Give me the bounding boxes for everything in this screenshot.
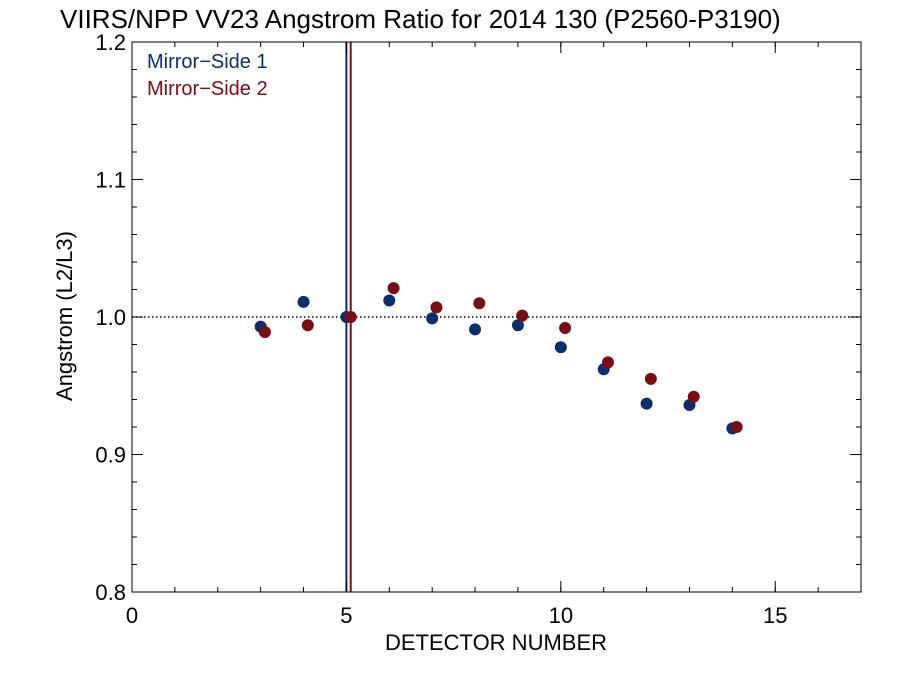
legend: Mirror−Side 1 Mirror−Side 2: [147, 51, 268, 100]
mirror-side-2-point: [430, 301, 443, 314]
y-tick-label: 0.8: [95, 580, 126, 605]
x-axis-label: DETECTOR NUMBER: [385, 630, 607, 655]
x-tick-label: 5: [340, 603, 352, 628]
mirror-side-1-point: [383, 294, 396, 307]
mirror-side-1-point: [469, 323, 482, 336]
mirror-side-2-point: [730, 421, 743, 433]
mirror-side-1-point: [297, 295, 310, 308]
mirror-side-1-point: [426, 312, 439, 325]
mirror-side-2-point: [387, 282, 400, 295]
y-tick-label: 1.2: [95, 30, 126, 55]
legend-entry-mirror-side-1: Mirror−Side 1: [147, 51, 268, 73]
mirror-side-1-point: [554, 341, 567, 354]
x-tick-label: 10: [549, 603, 573, 628]
x-tick-label: 15: [763, 603, 787, 628]
mirror-side-2-point: [644, 372, 657, 385]
mirror-side-2-point: [473, 297, 486, 310]
y-tick-label: 1.0: [95, 305, 126, 330]
y-axis-label: Angstrom (L2/L3): [52, 231, 77, 401]
legend-entry-mirror-side-2: Mirror−Side 2: [147, 78, 268, 100]
mirror-side-1-point: [511, 319, 524, 332]
y-tick-label: 1.1: [95, 168, 126, 193]
mirror-side-2-point: [516, 309, 529, 322]
mirror-side-1-point: [640, 397, 653, 410]
mirror-side-2-point: [344, 311, 357, 323]
axes-frame: 0 5 10 15 0.8 0.9 1.0 1.1 1.2: [95, 30, 862, 628]
mirror-side-2-point: [258, 326, 271, 339]
chart-title: VIIRS/NPP VV23 Angstrom Ratio for 2014 1…: [60, 4, 781, 34]
reference-layer: [132, 42, 861, 592]
mirror-side-2-point: [559, 322, 572, 334]
x-tick-label: 0: [126, 603, 138, 628]
y-tick-label: 0.9: [95, 443, 126, 468]
mirror-side-2-point: [301, 319, 314, 332]
mirror-side-2-point: [687, 390, 700, 403]
mirror-side-2-point: [601, 356, 614, 369]
data-points: [254, 282, 743, 435]
